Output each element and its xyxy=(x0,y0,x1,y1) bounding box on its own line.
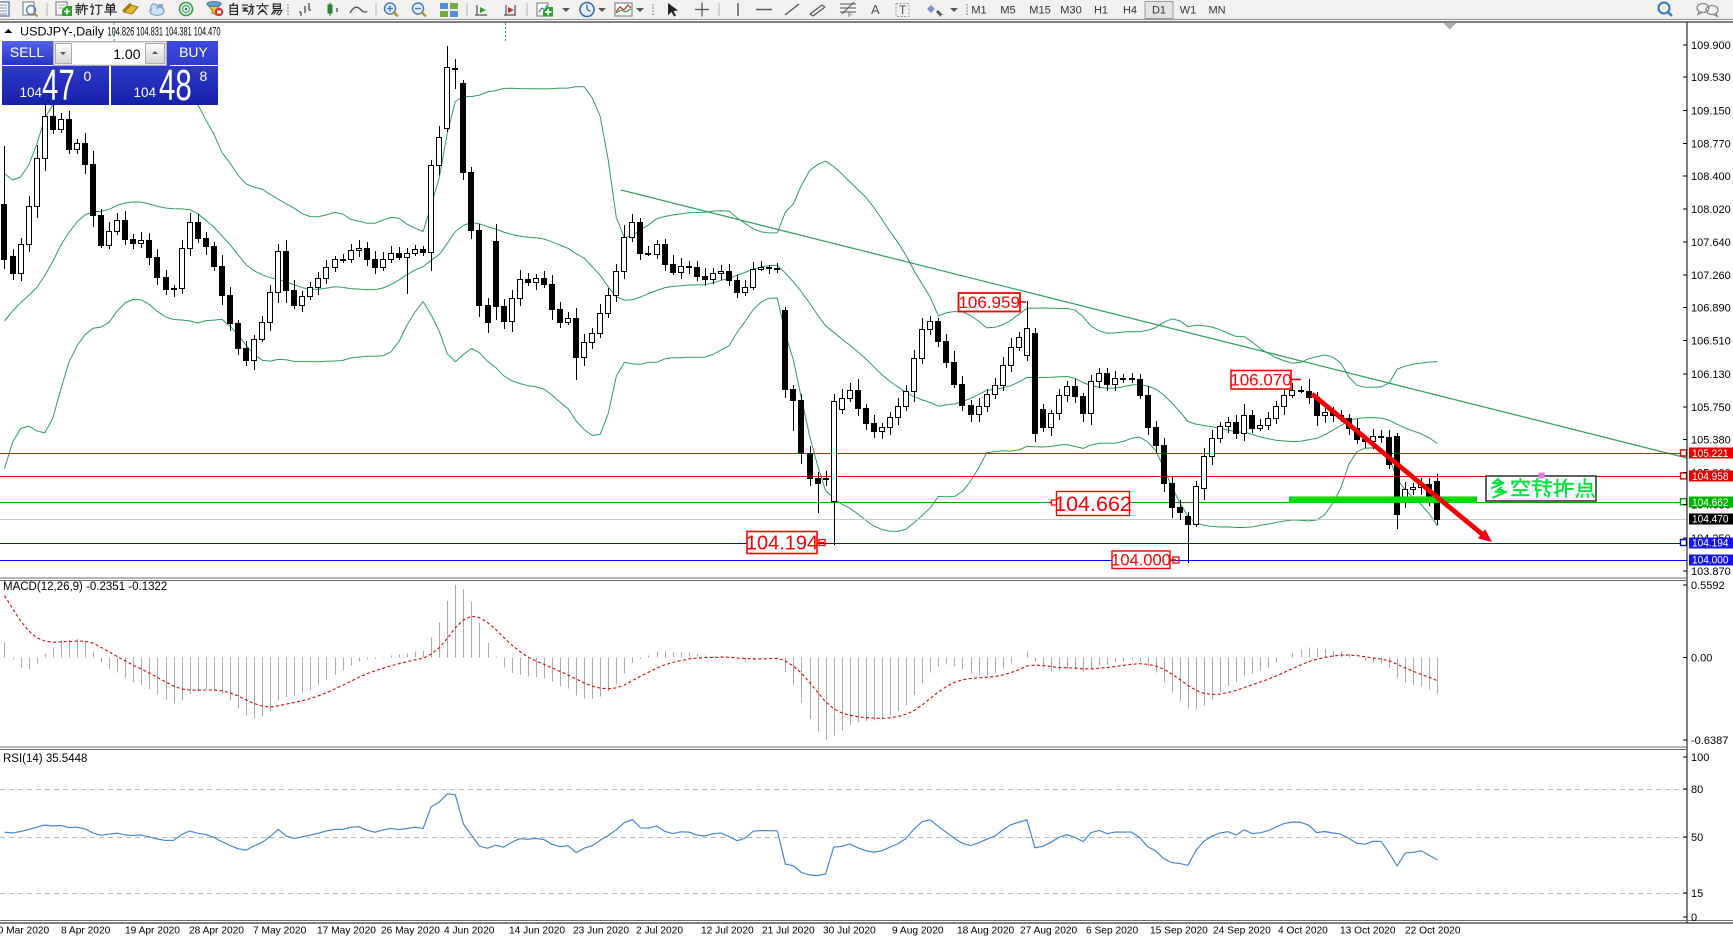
svg-text:108.400: 108.400 xyxy=(1691,171,1731,183)
svg-text:8 Apr 2020: 8 Apr 2020 xyxy=(61,926,111,937)
svg-text:W1: W1 xyxy=(1180,5,1197,17)
svg-text:109.150: 109.150 xyxy=(1691,105,1731,117)
svg-text:28 Apr 2020: 28 Apr 2020 xyxy=(189,926,244,937)
svg-text:MACD(12,26,9) -0.2351 -0.1322: MACD(12,26,9) -0.2351 -0.1322 xyxy=(3,581,167,593)
svg-text:104.662: 104.662 xyxy=(1054,492,1132,516)
svg-text:106.070: 106.070 xyxy=(1230,371,1291,390)
svg-text:M30: M30 xyxy=(1060,5,1081,17)
svg-text:104.958: 104.958 xyxy=(1692,471,1729,483)
svg-text:108.020: 108.020 xyxy=(1691,204,1731,216)
svg-text:105.380: 105.380 xyxy=(1691,434,1731,446)
svg-text:105.221: 105.221 xyxy=(1692,448,1729,460)
svg-text:105.750: 105.750 xyxy=(1691,402,1731,414)
svg-text:4 Jun 2020: 4 Jun 2020 xyxy=(444,926,495,937)
svg-text:104.000: 104.000 xyxy=(1692,555,1729,567)
svg-text:50: 50 xyxy=(1691,832,1703,844)
svg-text:7 May 2020: 7 May 2020 xyxy=(253,926,307,937)
svg-text:6 Sep 2020: 6 Sep 2020 xyxy=(1086,926,1138,937)
svg-text:4 Oct 2020: 4 Oct 2020 xyxy=(1278,926,1328,937)
svg-text:M1: M1 xyxy=(971,5,986,17)
svg-text:109.900: 109.900 xyxy=(1691,40,1731,52)
svg-text:106.890: 106.890 xyxy=(1691,303,1731,315)
svg-text:13 Oct 2020: 13 Oct 2020 xyxy=(1340,926,1396,937)
svg-text:-0.6387: -0.6387 xyxy=(1691,735,1728,747)
svg-text:T: T xyxy=(899,3,907,17)
svg-text:14 Jun 2020: 14 Jun 2020 xyxy=(509,926,565,937)
svg-text:15: 15 xyxy=(1691,888,1703,900)
svg-text:100: 100 xyxy=(1691,752,1709,764)
svg-text:108.770: 108.770 xyxy=(1691,139,1731,151)
svg-text:24 Sep 2020: 24 Sep 2020 xyxy=(1213,926,1271,937)
svg-text:104.194: 104.194 xyxy=(746,532,818,554)
svg-text:18 Aug 2020: 18 Aug 2020 xyxy=(957,926,1015,937)
svg-text:106.959: 106.959 xyxy=(958,293,1019,312)
svg-text:D1: D1 xyxy=(1152,5,1166,17)
svg-text:15 Sep 2020: 15 Sep 2020 xyxy=(1150,926,1208,937)
svg-text:17 May 2020: 17 May 2020 xyxy=(317,926,376,937)
svg-text:M5: M5 xyxy=(1000,5,1015,17)
svg-text:RSI(14) 35.5448: RSI(14) 35.5448 xyxy=(3,753,87,765)
svg-text:22 Oct 2020: 22 Oct 2020 xyxy=(1405,926,1461,937)
svg-text:M15: M15 xyxy=(1029,5,1050,17)
svg-text:A: A xyxy=(871,2,880,17)
svg-text:80: 80 xyxy=(1691,784,1703,796)
svg-text:26 May 2020: 26 May 2020 xyxy=(381,926,440,937)
svg-text:USDJPY-,Daily: USDJPY-,Daily xyxy=(20,27,104,39)
svg-text:107.260: 107.260 xyxy=(1691,270,1731,282)
svg-text:104.000: 104.000 xyxy=(1111,551,1171,569)
svg-text:F: F xyxy=(848,12,852,19)
svg-text:H1: H1 xyxy=(1094,5,1108,17)
svg-text:106.130: 106.130 xyxy=(1691,369,1731,381)
svg-text:107.640: 107.640 xyxy=(1691,237,1731,249)
svg-text:9 Aug 2020: 9 Aug 2020 xyxy=(892,926,944,937)
svg-text:106.510: 106.510 xyxy=(1691,336,1731,348)
svg-text:19 Apr 2020: 19 Apr 2020 xyxy=(125,926,180,937)
svg-text:12 Jul 2020: 12 Jul 2020 xyxy=(701,926,754,937)
svg-text:104.194: 104.194 xyxy=(1692,538,1729,550)
svg-text:30 Jul 2020: 30 Jul 2020 xyxy=(823,926,876,937)
svg-text:104.826 104.831 104.381 104.47: 104.826 104.831 104.381 104.470 xyxy=(108,27,221,39)
svg-text:103.870: 103.870 xyxy=(1691,566,1731,578)
svg-text:H4: H4 xyxy=(1123,5,1137,17)
svg-text:MN: MN xyxy=(1208,5,1225,17)
svg-text:21 Jul 2020: 21 Jul 2020 xyxy=(762,926,815,937)
svg-text:2 Jul 2020: 2 Jul 2020 xyxy=(636,926,683,937)
svg-text:109.530: 109.530 xyxy=(1691,72,1731,84)
svg-text:27 Aug 2020: 27 Aug 2020 xyxy=(1020,926,1078,937)
svg-text:30 Mar 2020: 30 Mar 2020 xyxy=(0,926,50,937)
svg-text:0.5592: 0.5592 xyxy=(1691,580,1725,592)
svg-text:23 Jun 2020: 23 Jun 2020 xyxy=(573,926,629,937)
svg-text:104.470: 104.470 xyxy=(1692,514,1729,526)
svg-text:0.00: 0.00 xyxy=(1691,652,1712,664)
svg-text:0: 0 xyxy=(1691,912,1697,924)
svg-text:104.662: 104.662 xyxy=(1692,497,1729,509)
